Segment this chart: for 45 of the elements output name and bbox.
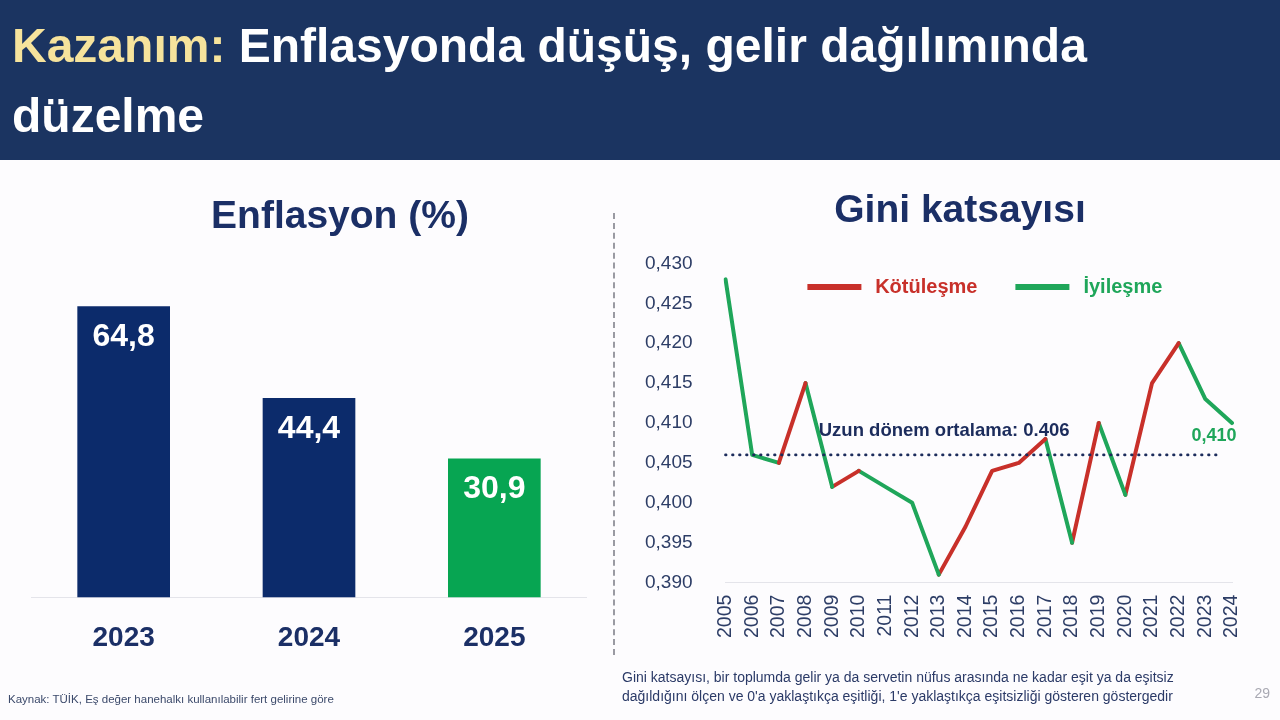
legend-label: Kötüleşme bbox=[875, 275, 978, 299]
y-tick-label: 0,415 bbox=[645, 371, 693, 393]
y-tick-label: 0,395 bbox=[645, 530, 693, 552]
x-tick-label: 2005 bbox=[712, 594, 735, 639]
x-tick-label: 2023 bbox=[1192, 594, 1215, 639]
x-tick-label: 2011 bbox=[872, 594, 895, 637]
text: Kaynak: TÜİK, Eş değer hanehalkı kullanılabilir fert gelirine göre bbox=[8, 692, 335, 707]
x-tick-label: 2017 bbox=[1032, 594, 1055, 639]
x-tick-label: 2019 bbox=[1086, 594, 1109, 639]
x-tick-label: 2012 bbox=[899, 594, 922, 639]
ref-line-label: Uzun dönem ortalama: 0.406 bbox=[818, 418, 1070, 440]
x-tick-label: 2009 bbox=[819, 594, 842, 639]
x-tick-label: 2010 bbox=[846, 594, 869, 639]
data-label: 30,9 bbox=[463, 469, 526, 506]
x-tick-label: 2022 bbox=[1166, 594, 1189, 639]
x-tick-label: 2021 bbox=[1139, 594, 1162, 639]
x-tick-label: 2024 bbox=[277, 620, 341, 652]
y-tick-label: 0,425 bbox=[645, 291, 693, 313]
text: Kazanım: Enflasyonda düşüş, gelir dağılımında düzelme bbox=[12, 18, 1089, 144]
y-tick-label: 0,420 bbox=[645, 331, 693, 353]
x-tick-label: 2007 bbox=[766, 594, 789, 639]
x-tick-label: 2024 bbox=[1219, 594, 1242, 639]
y-tick-label: 0,405 bbox=[645, 451, 693, 473]
x-tick-label: 2020 bbox=[1112, 594, 1135, 639]
x-tick-label: 2015 bbox=[979, 594, 1002, 639]
y-tick-label: 0,400 bbox=[645, 491, 693, 513]
x-tick-label: 2014 bbox=[952, 594, 975, 639]
text: 29 bbox=[1253, 684, 1270, 702]
x-tick-label: 2008 bbox=[792, 594, 815, 639]
x-tick-label: 2018 bbox=[1059, 594, 1082, 639]
chart-title: Enflasyon (%) bbox=[210, 192, 470, 238]
legend-label: İyileşme bbox=[1083, 275, 1163, 299]
y-tick-label: 0,430 bbox=[645, 251, 693, 273]
x-tick-label: 2023 bbox=[92, 620, 155, 652]
y-tick-label: 0,390 bbox=[645, 570, 693, 592]
chart-title: Gini katsayısı bbox=[833, 186, 1087, 232]
data-label: 64,8 bbox=[92, 317, 155, 354]
x-tick-label: 2025 bbox=[463, 620, 526, 652]
text: Gini katsayısı, bir toplumda gelir ya da servetin nüfus arasında ne kadar eşit ya da eşitsiz dağıldığını ölçen ve 0'a yaklaştıkça eşitliği, 1'e yaklaştıkça eşitsizliği gösteren göstergedir bbox=[622, 668, 1175, 706]
data-label: 44,4 bbox=[277, 408, 341, 445]
x-tick-label: 2016 bbox=[1006, 594, 1029, 639]
annotation: 0,410 bbox=[1191, 424, 1237, 445]
y-tick-label: 0,410 bbox=[645, 411, 693, 433]
x-tick-label: 2006 bbox=[739, 594, 762, 639]
x-tick-label: 2013 bbox=[926, 594, 949, 639]
